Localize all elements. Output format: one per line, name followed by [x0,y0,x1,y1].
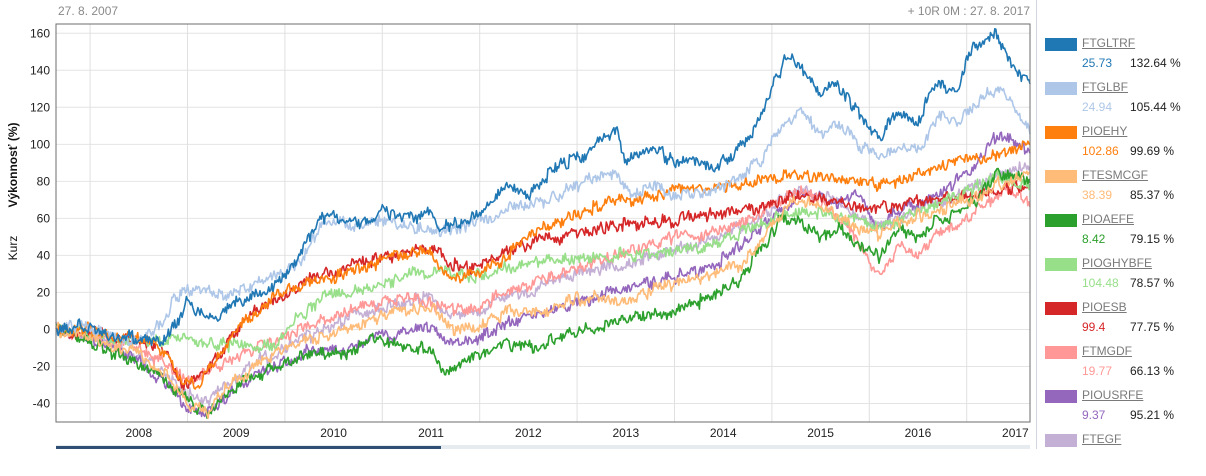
legend-item-pioesb[interactable]: PIOESB 99.4 77.75 % [1045,300,1205,344]
legend-item-ftegf[interactable]: FTEGF [1045,432,1205,476]
legend-swatch [1045,170,1077,183]
y-tick-label: 140 [30,63,50,77]
y-tick-label: 160 [30,26,50,40]
legend-swatch [1045,126,1077,139]
legend-performance: 66.13 % [1130,364,1175,378]
legend-item-ftgltrf[interactable]: FTGLTRF 25.73 132.64 % [1045,36,1205,80]
legend-last-value: 25.73 [1082,56,1113,70]
legend-name-link[interactable]: PIOAEFE [1082,212,1135,226]
y-tick-label: -40 [33,396,51,410]
y-tick-label: 20 [37,285,51,299]
legend-last-value: 24.94 [1082,100,1113,114]
legend-item-pioehy[interactable]: PIOEHY 102.86 99.69 % [1045,124,1205,168]
legend-last-value: 99.4 [1082,320,1106,334]
y-tick-label: 0 [43,322,50,336]
x-tick-label: 2008 [125,426,152,440]
legend-last-value: 104.48 [1082,276,1119,290]
y-tick-label: -20 [33,359,51,373]
x-tick-label: 2017 [1002,426,1029,440]
legend-item-ftmgdf[interactable]: FTMGDF 19.77 66.13 % [1045,344,1205,388]
legend-performance: 132.64 % [1130,56,1181,70]
x-tick-label: 2009 [223,426,250,440]
legend-performance: 85.37 % [1130,188,1175,202]
legend-performance: 105.44 % [1130,100,1181,114]
legend-item-pioaefe[interactable]: PIOAEFE 8.42 79.15 % [1045,212,1205,256]
y-tick-label: 40 [37,248,51,262]
legend-performance: 79.15 % [1130,232,1175,246]
legend-swatch [1045,214,1077,227]
legend-item-piousrfe[interactable]: PIOUSRFE 9.37 95.21 % [1045,388,1205,432]
y-tick-label: 120 [30,100,50,114]
legend-name-link[interactable]: PIOEHY [1082,124,1128,138]
series-line-ftesmcgf[interactable] [55,170,1031,419]
x-gridlines [89,24,968,422]
legend-name-link[interactable]: FTGLTRF [1082,36,1136,50]
series-line-ftmgdf[interactable] [55,184,1031,385]
legend-last-value: 102.86 [1082,144,1119,158]
legend-performance: 77.75 % [1130,320,1175,334]
range-label: + 10R 0M : 27. 8. 2017 [907,4,1030,18]
legend-item-ftglbf[interactable]: FTGLBF 24.94 105.44 % [1045,80,1205,124]
x-tick-label: 2010 [320,426,347,440]
legend-name-link[interactable]: PIOUSRFE [1082,388,1144,402]
legend-name-link[interactable]: FTMGDF [1082,344,1132,358]
performance-chart: -40 -20 0 20 40 60 80 100 120 140 160 2008 2009 2010… [6,23,1031,449]
legend-swatch [1045,258,1077,271]
series-line-pioehy[interactable] [55,140,1031,390]
legend-last-value: 38.39 [1082,188,1113,202]
y-tick-label: 80 [37,174,51,188]
legend-swatch [1045,82,1077,95]
y-axis-outer-title: Kurz [6,236,20,261]
x-tick-label: 2015 [807,426,834,440]
legend-name-link[interactable]: FTEGF [1082,432,1122,446]
legend-swatch [1045,434,1077,447]
scroll-track[interactable] [56,445,1030,449]
series-line-pioesb[interactable] [55,178,1031,391]
legend-item-pioghybfe[interactable]: PIOGHYBFE 104.48 78.57 % [1045,256,1205,300]
y-tick-label: 60 [37,211,51,225]
x-tick-label: 2014 [710,426,737,440]
legend-name-link[interactable]: FTGLBF [1082,80,1129,94]
start-date-label: 27. 8. 2007 [58,4,119,18]
legend-name-link[interactable]: PIOGHYBFE [1082,256,1153,270]
legend-last-value: 8.42 [1082,232,1106,246]
series-line-pioghybfe[interactable] [55,169,1031,354]
x-tick-label: 2016 [905,426,932,440]
legend-swatch [1045,390,1077,403]
series-lines [55,28,1031,419]
y-tick-labels: -40 -20 0 20 40 60 80 100 120 140 160 [30,26,50,410]
legend-item-ftesmcgf[interactable]: FTESMCGF 38.39 85.37 % [1045,168,1205,212]
legend-performance: 99.69 % [1130,144,1175,158]
series-line-ftgltrf[interactable] [55,28,1031,347]
plot-frame [55,23,1031,423]
series-line-ftglbf[interactable] [55,86,1031,347]
scroll-thumb[interactable] [56,446,441,449]
legend-swatch [1045,346,1077,359]
series-line-pioaefe[interactable] [55,167,1031,419]
series-line-piousrfe[interactable] [55,131,1031,418]
legend-panel: FTGLTRF 25.73 132.64 % FTGLBF 24.94 105.44 % P… [1036,0,1206,449]
x-tick-label: 2011 [418,426,444,440]
legend-last-value: 9.37 [1082,408,1106,422]
y-tick-label: 100 [30,137,50,151]
x-tick-label: 2013 [612,426,639,440]
x-tick-label: 2012 [515,426,542,440]
legend-last-value: 19.77 [1082,364,1113,378]
legend-swatch [1045,302,1077,315]
y-axis-title: Výkonnosť (%) [6,122,20,207]
legend-performance: 78.57 % [1130,276,1175,290]
legend-name-link[interactable]: FTESMCGF [1082,168,1148,182]
legend-performance: 95.21 % [1130,408,1175,422]
legend-name-link[interactable]: PIOESB [1082,300,1127,314]
legend-swatch [1045,38,1077,51]
x-tick-labels: 2008 2009 2010 2011 2012 2013 2014 2015 2016 2017 [125,426,1029,440]
